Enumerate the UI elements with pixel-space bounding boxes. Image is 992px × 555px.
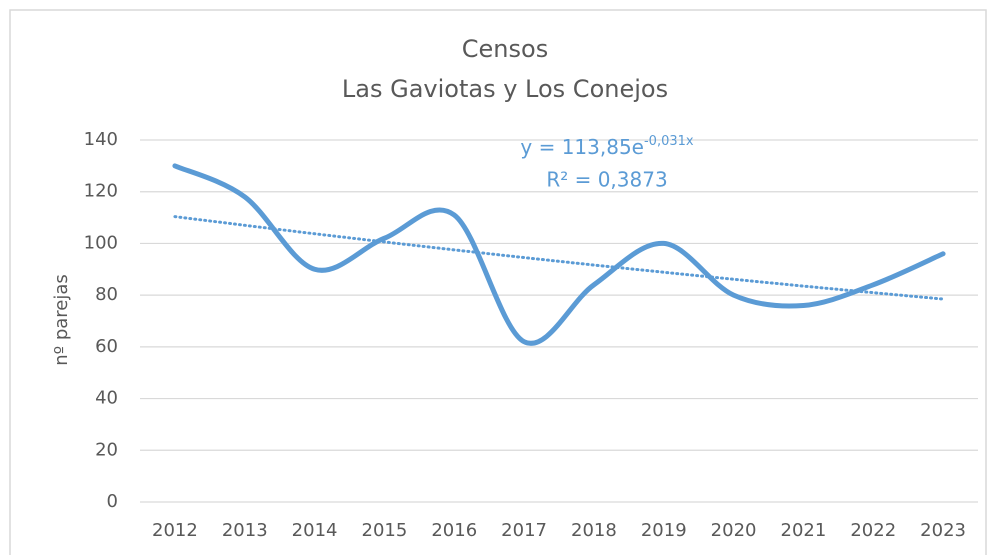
x-tick-label: 2016	[431, 520, 477, 541]
y-tick-label: 40	[95, 388, 118, 409]
y-tick-label: 80	[95, 284, 118, 305]
y-tick-label: 0	[107, 491, 118, 512]
chart-frame	[9, 9, 987, 555]
y-axis-label: nº parejas	[51, 274, 72, 366]
x-tick-label: 2022	[850, 520, 896, 541]
y-tick-label: 60	[95, 336, 118, 357]
trendline	[173, 215, 945, 301]
x-tick-label: 2020	[711, 520, 757, 541]
x-tick-label: 2019	[641, 520, 687, 541]
trendline-equation: y = 113,85e-0,031x	[520, 134, 694, 159]
y-tick-label: 140	[84, 129, 118, 150]
equation-base: y = 113,85e	[520, 135, 644, 159]
x-tick-label: 2023	[920, 520, 966, 541]
x-tick-label: 2021	[781, 520, 827, 541]
y-tick-label: 120	[84, 181, 118, 202]
x-tick-label: 2014	[292, 520, 338, 541]
chart-title: Censos	[462, 35, 548, 63]
x-tick-label: 2015	[362, 520, 408, 541]
x-tick-label: 2013	[222, 520, 268, 541]
x-tick-label: 2017	[501, 520, 547, 541]
equation-exponent: -0,031x	[644, 134, 694, 149]
trendline-r2: R² = 0,3873	[546, 168, 667, 192]
x-tick-label: 2012	[152, 520, 198, 541]
y-tick-label: 100	[84, 232, 118, 253]
x-tick-label: 2018	[571, 520, 617, 541]
chart-subtitle: Las Gaviotas y Los Conejos	[342, 75, 668, 103]
y-tick-label: 20	[95, 439, 118, 460]
series-line	[172, 163, 946, 346]
